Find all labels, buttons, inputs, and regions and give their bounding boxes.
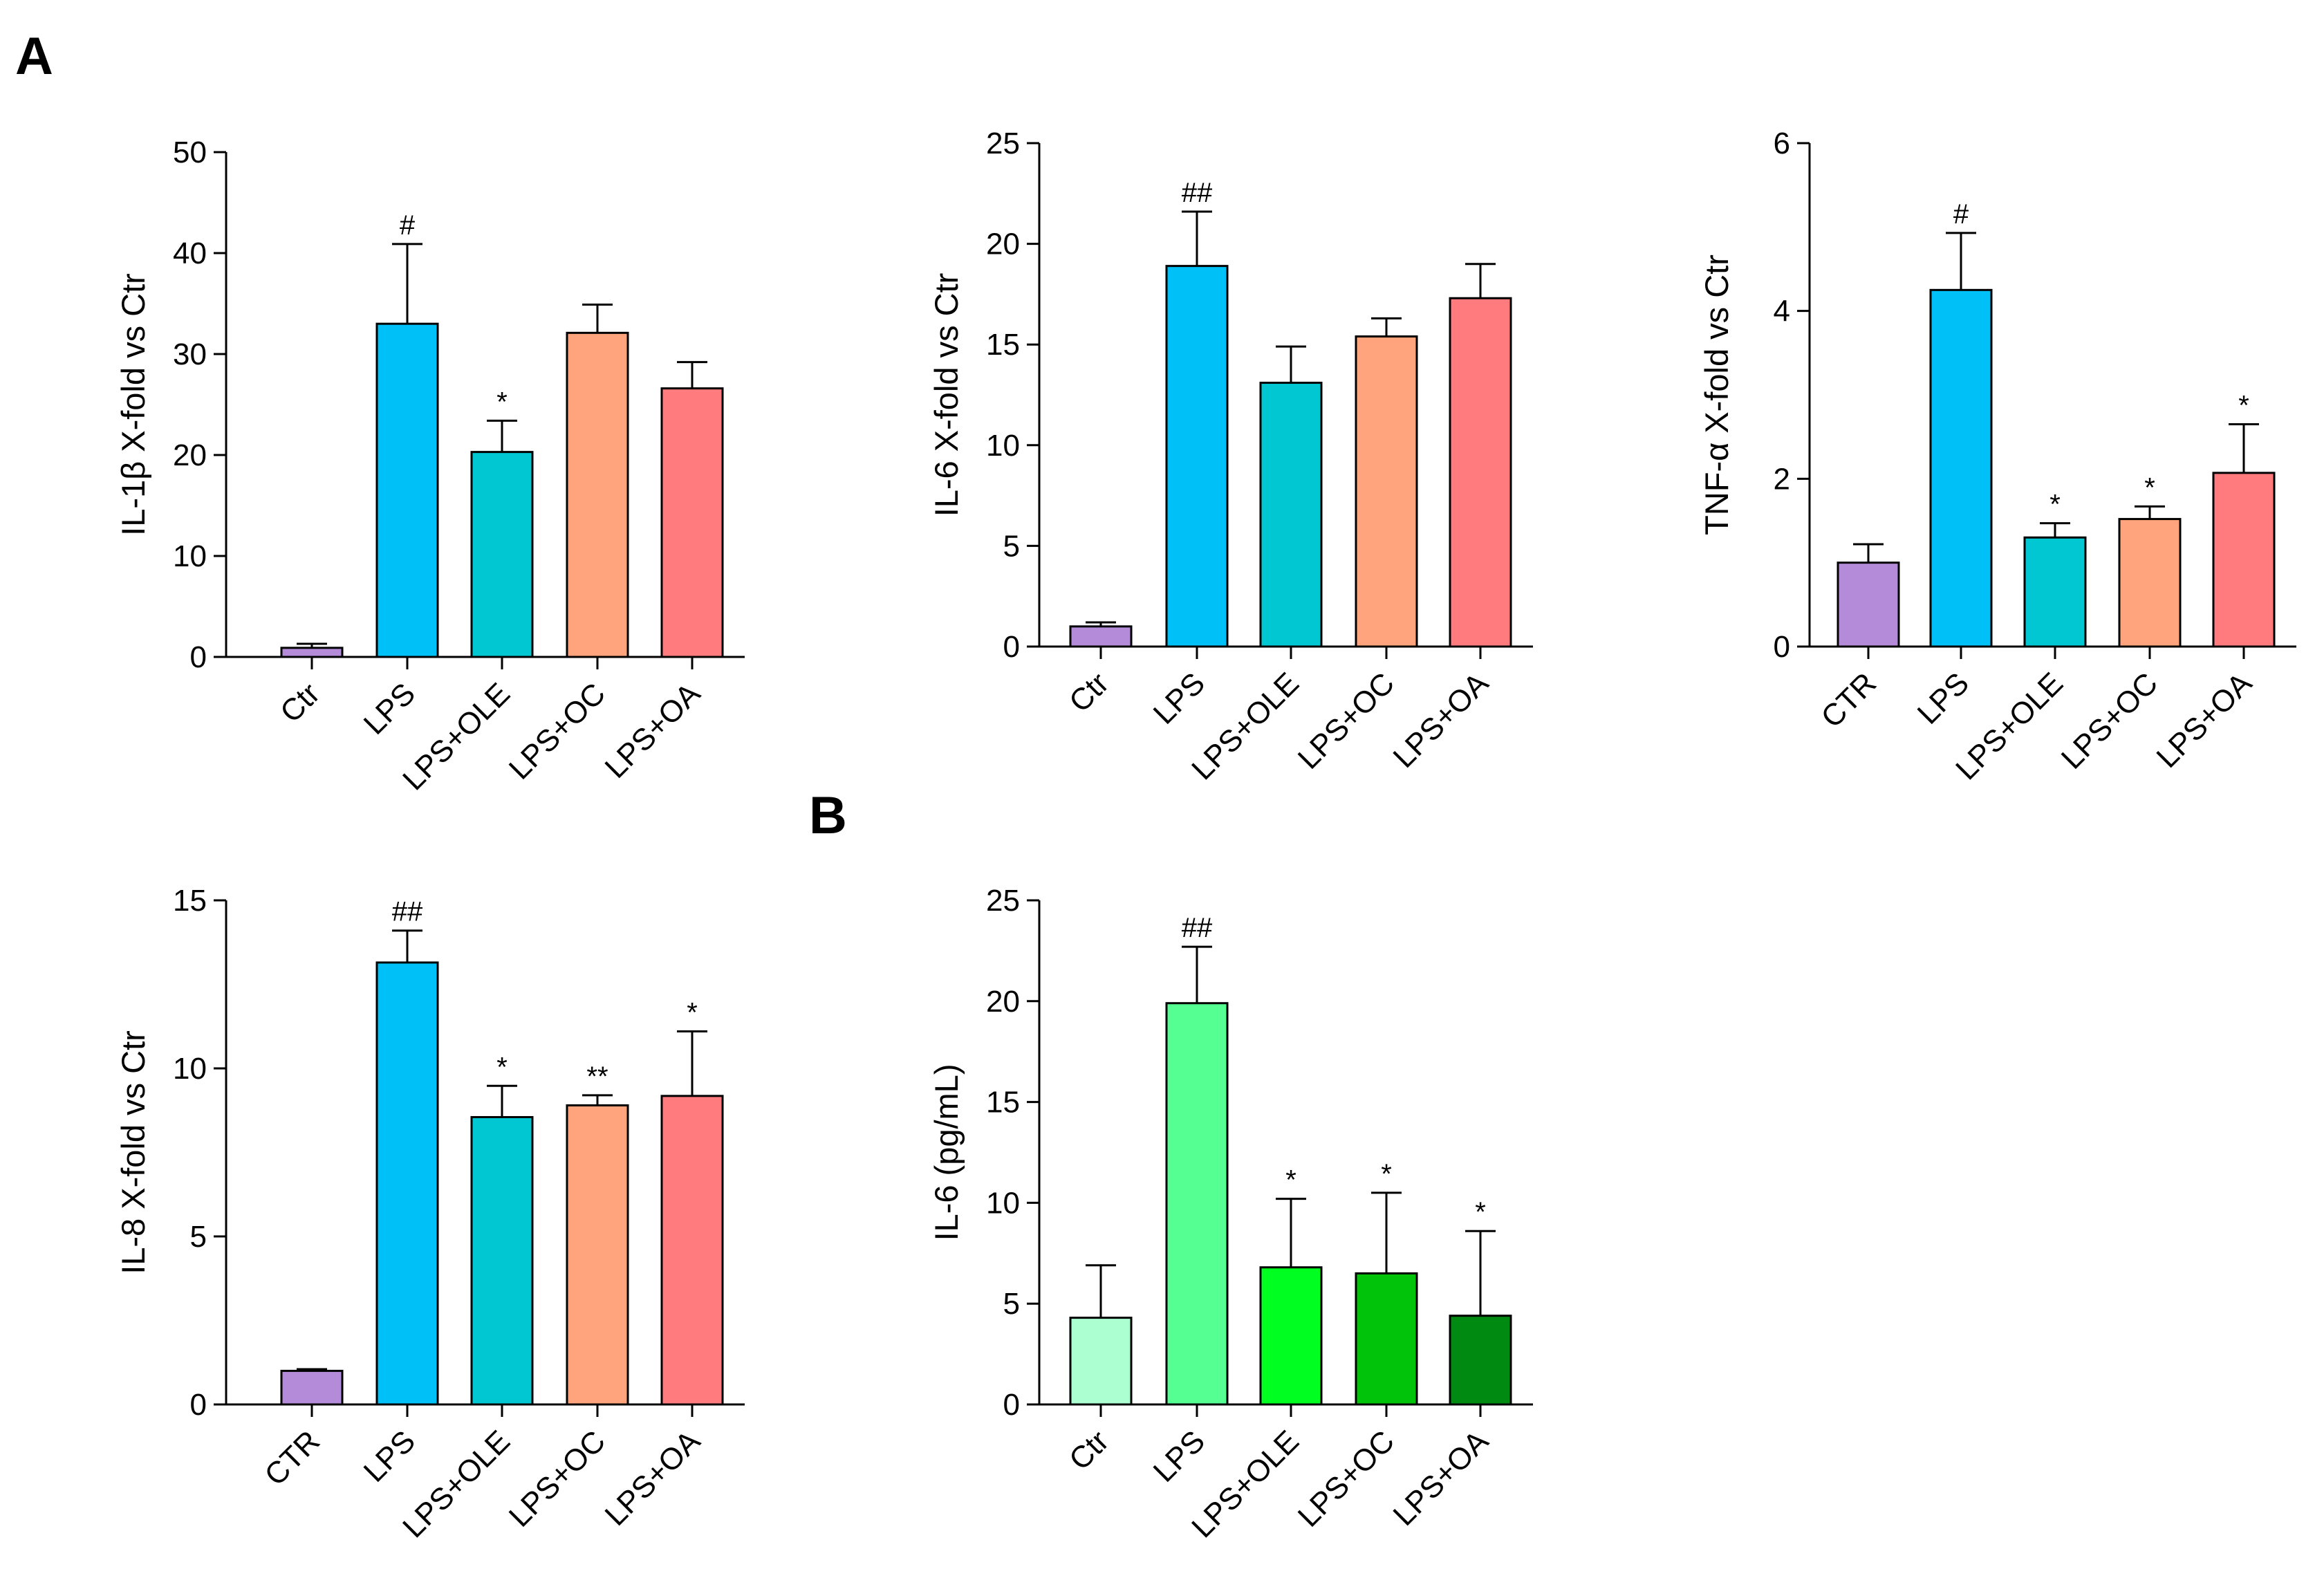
bar bbox=[1449, 1315, 1512, 1406]
y-tick-label: 15 bbox=[173, 884, 207, 918]
bar bbox=[566, 331, 629, 658]
y-tick-label: 10 bbox=[986, 429, 1020, 463]
y-tick-label: 0 bbox=[1003, 1388, 1020, 1422]
significance-mark: * bbox=[1285, 1165, 1296, 1196]
y-tick-label: 40 bbox=[173, 236, 207, 270]
y-axis-title: IL-1β X-fold vs Ctr bbox=[115, 273, 151, 536]
bar bbox=[566, 1104, 629, 1406]
bar bbox=[280, 1369, 344, 1406]
bar bbox=[1069, 1317, 1133, 1406]
y-axis-title: TNF-α X-fold vs Ctr bbox=[1698, 254, 1735, 535]
bar bbox=[1165, 1002, 1229, 1406]
y-tick-label: 4 bbox=[1774, 295, 1790, 328]
y-tick-label: 6 bbox=[1774, 127, 1790, 160]
panel-label-b: B bbox=[809, 786, 847, 845]
significance-mark: * bbox=[2144, 472, 2155, 503]
bar bbox=[1165, 265, 1229, 648]
significance-mark: * bbox=[687, 998, 698, 1028]
y-tick-label: 0 bbox=[1003, 630, 1020, 664]
y-tick-label: 25 bbox=[986, 884, 1020, 918]
y-tick-label: 0 bbox=[190, 640, 207, 674]
significance-mark: * bbox=[2238, 390, 2249, 420]
bar bbox=[470, 1115, 534, 1406]
significance-mark: ## bbox=[392, 897, 423, 927]
significance-mark: ** bbox=[586, 1061, 608, 1092]
bar bbox=[375, 322, 439, 658]
bar bbox=[375, 961, 439, 1406]
y-tick-label: 10 bbox=[173, 539, 207, 573]
significance-mark: # bbox=[400, 210, 416, 241]
y-tick-label: 25 bbox=[986, 127, 1020, 160]
significance-mark: * bbox=[496, 387, 508, 417]
bar bbox=[280, 647, 344, 658]
significance-mark: * bbox=[1381, 1159, 1392, 1189]
y-tick-label: 20 bbox=[986, 228, 1020, 261]
y-tick-label: 50 bbox=[173, 136, 207, 169]
y-tick-label: 5 bbox=[1003, 529, 1020, 563]
bar bbox=[1929, 288, 1993, 648]
significance-mark: ## bbox=[1182, 178, 1213, 208]
bar bbox=[470, 451, 534, 658]
bar bbox=[1259, 1266, 1323, 1406]
y-tick-label: 5 bbox=[190, 1220, 207, 1254]
y-tick-label: 0 bbox=[190, 1388, 207, 1422]
y-tick-label: 20 bbox=[986, 985, 1020, 1019]
y-tick-label: 15 bbox=[986, 328, 1020, 362]
bar bbox=[2212, 472, 2276, 648]
y-tick-label: 10 bbox=[173, 1052, 207, 1086]
bar bbox=[660, 387, 724, 658]
y-axis-title: IL-8 X-fold vs Ctr bbox=[115, 1030, 151, 1274]
bar bbox=[1069, 625, 1133, 648]
significance-mark: * bbox=[496, 1052, 508, 1082]
panel-label-a: A bbox=[15, 27, 53, 86]
bar bbox=[1837, 562, 1900, 648]
y-tick-label: 10 bbox=[986, 1186, 1020, 1220]
bar bbox=[1355, 335, 1418, 648]
y-axis-title: IL-6 (pg/mL) bbox=[928, 1064, 965, 1241]
bar bbox=[2023, 536, 2087, 648]
y-axis-title: IL-6 X-fold vs Ctr bbox=[928, 273, 965, 517]
significance-mark: ## bbox=[1182, 913, 1213, 943]
bar bbox=[2118, 518, 2182, 648]
significance-mark: # bbox=[1953, 199, 1969, 230]
significance-mark: * bbox=[2049, 490, 2061, 520]
y-tick-label: 30 bbox=[173, 337, 207, 371]
bar bbox=[1259, 382, 1323, 648]
bar bbox=[1355, 1272, 1418, 1406]
y-tick-label: 15 bbox=[986, 1086, 1020, 1120]
y-tick-label: 2 bbox=[1774, 462, 1790, 496]
significance-mark: * bbox=[1475, 1197, 1486, 1227]
y-tick-label: 0 bbox=[1774, 630, 1790, 664]
bar bbox=[1449, 297, 1512, 648]
bar bbox=[660, 1095, 724, 1406]
y-tick-label: 20 bbox=[173, 438, 207, 472]
y-tick-label: 5 bbox=[1003, 1287, 1020, 1321]
